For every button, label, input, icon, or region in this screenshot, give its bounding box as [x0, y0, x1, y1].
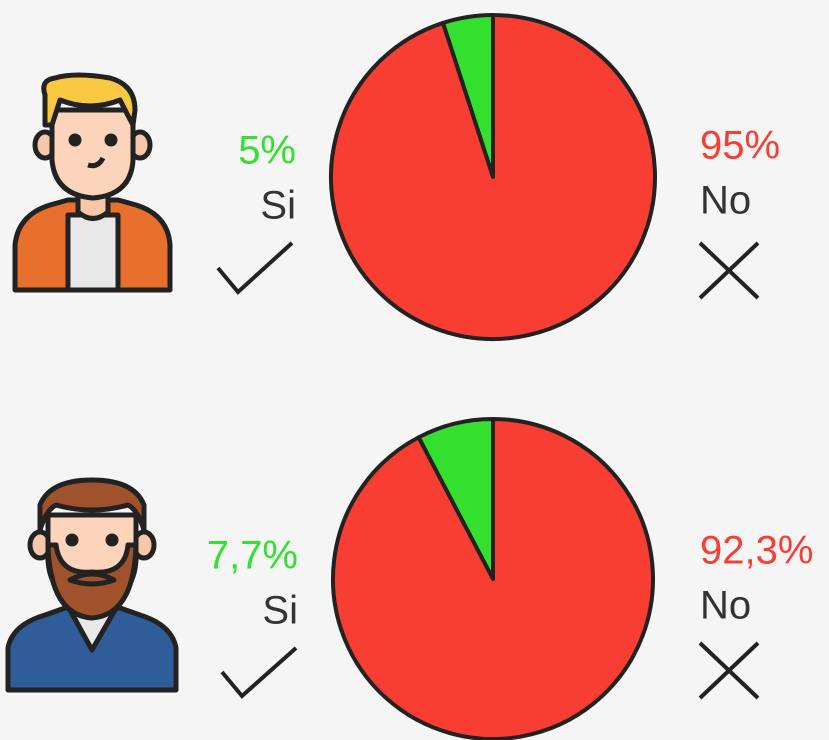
category-label: Si [260, 184, 296, 228]
category-label: No [700, 179, 751, 223]
category-label: Si [262, 589, 298, 633]
category-label: No [700, 584, 751, 628]
value-label: 92,3% [700, 529, 813, 573]
page: 5%Si95%No7,7%Si92,3%No (() => { const da… [0, 0, 829, 740]
pie-slice [333, 419, 653, 739]
value-label: 7,7% [207, 534, 298, 578]
value-label: 5% [238, 129, 296, 173]
pie-slice [331, 15, 655, 339]
value-label: 95% [700, 124, 780, 168]
infographic: 5% Si 95% No 7,7% Si 92,3% No [0, 0, 829, 740]
